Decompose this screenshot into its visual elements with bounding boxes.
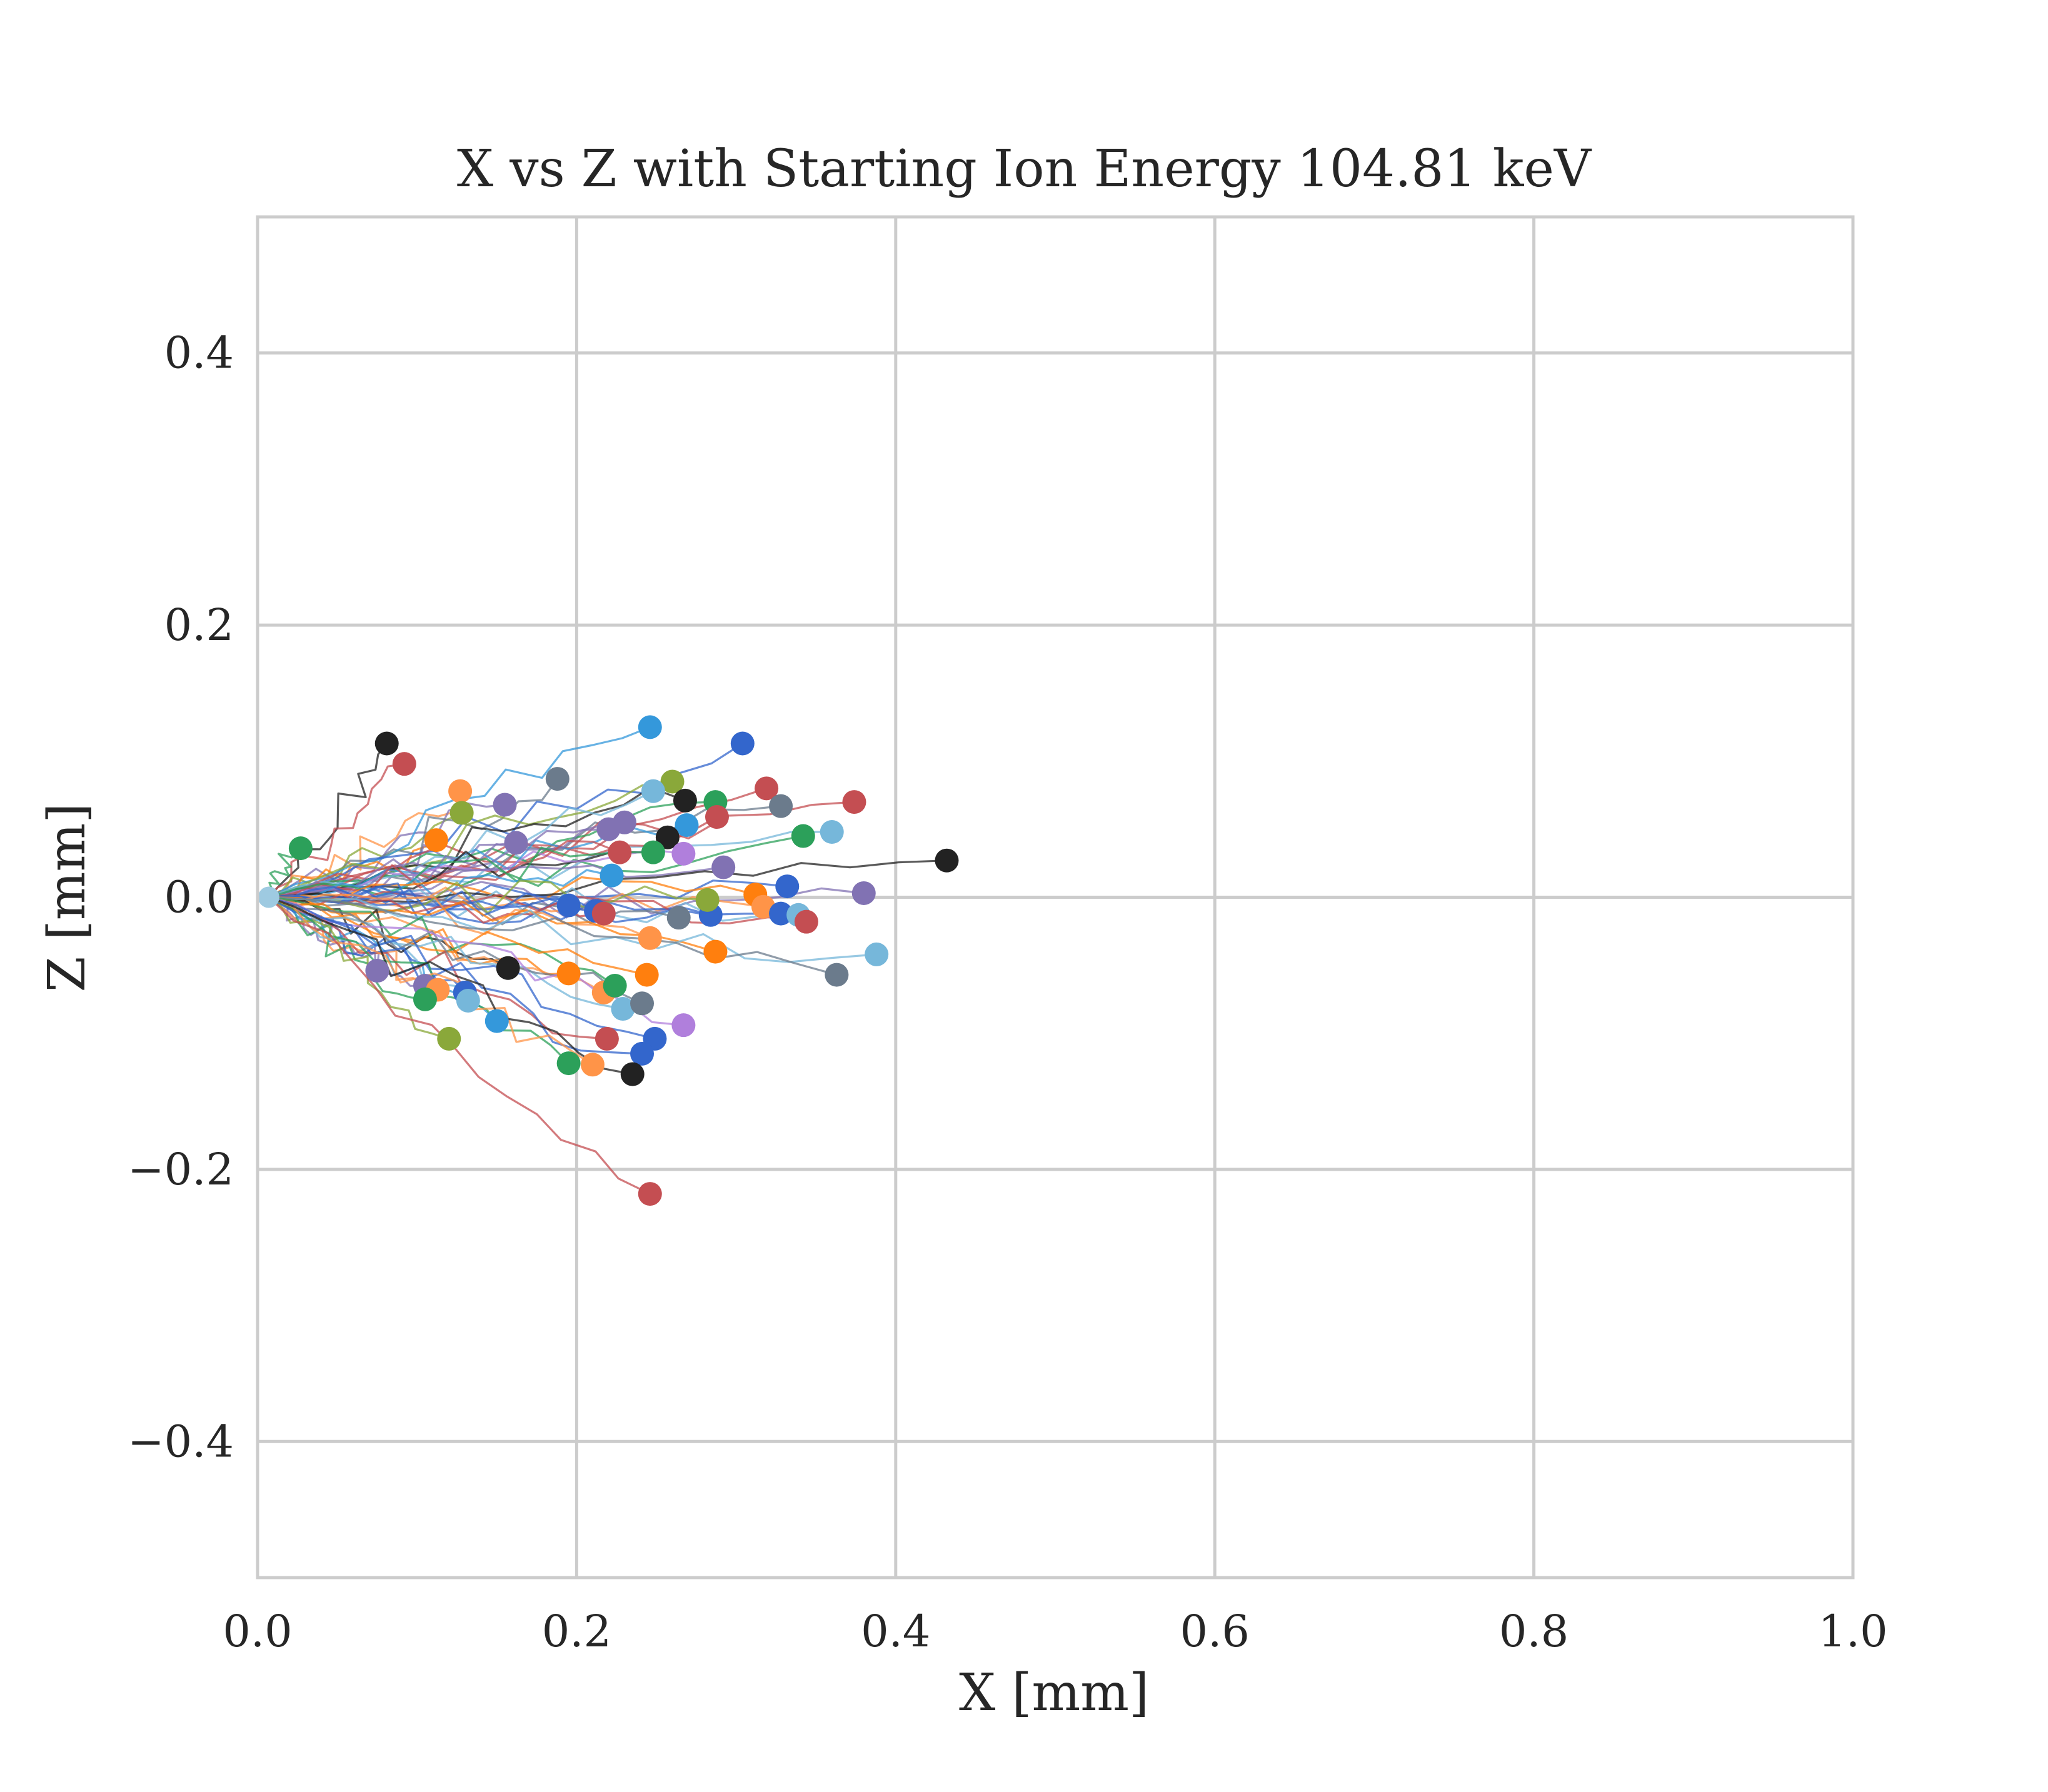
end-point-marker xyxy=(675,813,699,838)
end-point-marker xyxy=(775,874,800,899)
end-point-marker xyxy=(755,776,779,801)
end-point-marker xyxy=(655,825,680,849)
trajectory-line xyxy=(268,896,633,1076)
end-point-marker xyxy=(484,1009,509,1033)
y-tick-label: 0.2 xyxy=(164,599,234,651)
end-point-marker xyxy=(671,841,696,866)
end-point-marker xyxy=(611,997,635,1021)
trajectory-line xyxy=(268,790,654,898)
end-point-marker xyxy=(392,752,416,776)
x-tick-label: 0.0 xyxy=(223,1606,292,1657)
trajectory-line xyxy=(268,896,643,1004)
y-tick-label: 0.4 xyxy=(164,328,234,379)
end-point-marker xyxy=(935,848,959,873)
x-tick-label: 1.0 xyxy=(1818,1606,1887,1657)
end-point-marker xyxy=(703,939,728,964)
end-point-marker xyxy=(769,901,793,926)
trajectory-line xyxy=(268,896,877,963)
end-point-marker xyxy=(600,863,624,888)
trajectory-line xyxy=(268,839,620,899)
end-point-marker xyxy=(437,1026,461,1051)
trajectory-line xyxy=(268,896,439,991)
end-point-marker xyxy=(825,963,849,987)
end-point-marker xyxy=(545,767,570,791)
end-point-marker xyxy=(635,963,659,987)
end-point-marker xyxy=(365,959,389,983)
y-tick-label: 0.0 xyxy=(164,872,234,923)
trajectory-line xyxy=(268,791,461,899)
trajectory-line xyxy=(268,896,643,1055)
trajectory-line xyxy=(268,896,593,1066)
end-point-marker xyxy=(448,779,473,803)
end-point-marker xyxy=(493,793,517,817)
end-point-marker xyxy=(591,901,616,926)
end-point-marker xyxy=(666,906,691,930)
end-point-marker xyxy=(449,801,474,825)
end-point-marker xyxy=(791,824,815,848)
plot-frame xyxy=(256,215,1855,1579)
end-point-marker xyxy=(496,956,520,980)
end-point-marker xyxy=(630,991,655,1016)
end-point-marker xyxy=(374,731,399,756)
end-point-marker xyxy=(556,893,581,918)
end-point-marker xyxy=(638,715,662,739)
y-tick-label: −0.2 xyxy=(128,1144,234,1195)
end-point-marker xyxy=(769,794,793,818)
trajectory-line xyxy=(268,780,673,898)
trajectory-line xyxy=(268,896,569,976)
end-point-marker xyxy=(820,820,844,844)
trajectory-line xyxy=(268,896,837,976)
trajectory-line xyxy=(268,896,651,1195)
x-tick-label: 0.4 xyxy=(861,1606,930,1657)
chart-title: X vs Z with Starting Ion Energy 104.81 k… xyxy=(457,139,1592,199)
start-point-marker xyxy=(258,886,279,908)
end-point-marker xyxy=(865,942,889,966)
end-point-marker xyxy=(580,1053,605,1077)
end-point-marker xyxy=(794,909,818,934)
end-point-marker xyxy=(851,881,876,905)
x-tick-label: 0.2 xyxy=(542,1606,611,1657)
end-point-marker xyxy=(673,788,697,813)
grid xyxy=(256,217,1855,1578)
x-tick-labels: 0.0 0.2 0.4 0.6 0.8 1.0 xyxy=(223,1606,1887,1657)
end-point-marker xyxy=(608,840,632,864)
end-point-marker xyxy=(641,779,665,803)
end-point-marker xyxy=(671,1013,696,1038)
trajectory-line xyxy=(268,893,604,924)
trajectory-line xyxy=(268,834,804,899)
trajectory-line xyxy=(268,896,648,976)
end-point-marker xyxy=(711,855,736,879)
end-point-marker xyxy=(620,1062,645,1086)
trajectory-line xyxy=(268,846,653,899)
y-axis-label: Z [mm] xyxy=(38,803,97,993)
x-axis-label: X [mm] xyxy=(959,1663,1149,1723)
end-point-marker xyxy=(705,805,729,829)
trajectory-line xyxy=(268,763,405,898)
end-point-marker xyxy=(424,828,448,853)
end-point-marker xyxy=(603,974,627,998)
end-point-markers xyxy=(258,715,959,1206)
end-point-marker xyxy=(556,961,581,986)
end-point-marker xyxy=(641,840,665,864)
end-point-marker xyxy=(288,836,313,861)
end-point-marker xyxy=(596,817,621,841)
y-tick-label: −0.4 xyxy=(128,1416,234,1467)
end-point-marker xyxy=(660,769,685,794)
end-point-marker xyxy=(456,988,480,1013)
end-point-marker xyxy=(595,1026,619,1051)
x-tick-label: 0.8 xyxy=(1499,1606,1569,1657)
end-point-marker xyxy=(630,1041,655,1066)
end-point-marker xyxy=(638,926,662,950)
end-point-marker xyxy=(695,888,720,912)
y-tick-labels: −0.4 −0.2 0.0 0.2 0.4 xyxy=(128,328,234,1468)
end-point-marker xyxy=(638,1182,662,1206)
x-tick-label: 0.6 xyxy=(1180,1606,1250,1657)
end-point-marker xyxy=(730,731,755,756)
end-point-marker xyxy=(556,1051,581,1076)
end-point-marker xyxy=(842,790,866,814)
end-point-marker xyxy=(504,831,528,855)
end-point-marker xyxy=(413,987,437,1011)
